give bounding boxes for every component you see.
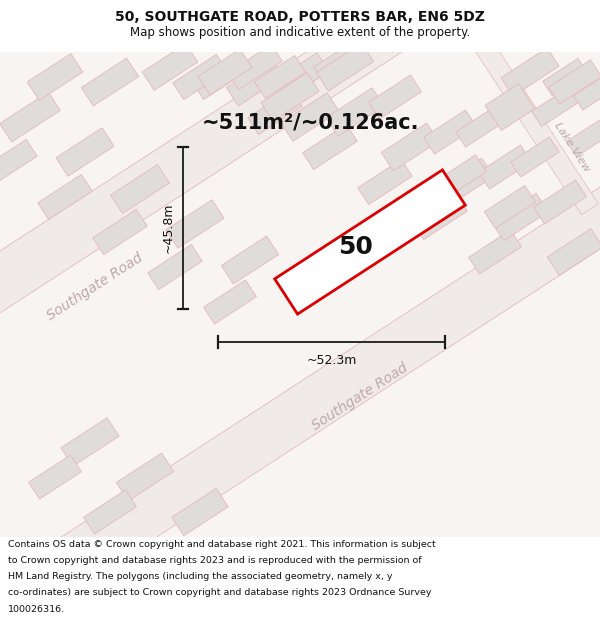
Polygon shape [566, 118, 600, 156]
Polygon shape [281, 92, 339, 141]
Text: Southgate Road: Southgate Road [310, 361, 410, 433]
Polygon shape [173, 54, 227, 99]
Text: Southgate Road: Southgate Road [44, 251, 145, 323]
Polygon shape [484, 186, 536, 229]
Polygon shape [228, 44, 282, 89]
Polygon shape [436, 158, 494, 206]
Polygon shape [61, 418, 119, 466]
Text: Lake View: Lake View [553, 121, 592, 174]
Polygon shape [547, 229, 600, 276]
Polygon shape [303, 124, 357, 169]
Polygon shape [424, 110, 476, 154]
Polygon shape [469, 230, 521, 274]
Polygon shape [148, 244, 202, 289]
Polygon shape [0, 92, 61, 142]
Polygon shape [221, 236, 278, 284]
Polygon shape [358, 159, 412, 204]
Polygon shape [368, 75, 421, 119]
Polygon shape [29, 455, 82, 499]
Polygon shape [116, 453, 173, 501]
Text: 50, SOUTHGATE ROAD, POTTERS BAR, EN6 5DZ: 50, SOUTHGATE ROAD, POTTERS BAR, EN6 5DZ [115, 11, 485, 24]
Polygon shape [166, 200, 224, 248]
Polygon shape [479, 145, 532, 189]
Polygon shape [27, 54, 83, 101]
Text: co-ordinates) are subject to Crown copyright and database rights 2023 Ordnance S: co-ordinates) are subject to Crown copyr… [8, 589, 431, 598]
Polygon shape [275, 170, 466, 314]
Polygon shape [314, 40, 367, 84]
Polygon shape [83, 490, 136, 534]
Polygon shape [38, 174, 92, 219]
Polygon shape [456, 107, 504, 147]
Polygon shape [434, 155, 487, 199]
Text: ~52.3m: ~52.3m [307, 354, 356, 367]
Polygon shape [271, 52, 329, 101]
Text: 100026316.: 100026316. [8, 605, 65, 614]
Polygon shape [193, 54, 247, 99]
Polygon shape [261, 72, 319, 121]
Polygon shape [93, 209, 147, 254]
Polygon shape [0, 120, 600, 625]
Polygon shape [0, 0, 491, 484]
Polygon shape [56, 127, 114, 176]
Polygon shape [533, 180, 586, 224]
Polygon shape [382, 123, 439, 171]
Polygon shape [485, 84, 535, 131]
Polygon shape [198, 49, 252, 95]
Polygon shape [548, 60, 600, 104]
Text: 50: 50 [338, 235, 373, 259]
Polygon shape [462, 19, 598, 215]
Polygon shape [248, 89, 302, 134]
Polygon shape [413, 194, 467, 239]
Polygon shape [532, 88, 578, 126]
Text: ~45.8m: ~45.8m [162, 202, 175, 253]
Polygon shape [501, 48, 559, 96]
Text: HM Land Registry. The polygons (including the associated geometry, namely x, y: HM Land Registry. The polygons (includin… [8, 572, 392, 581]
Text: Contains OS data © Crown copyright and database right 2021. This information is : Contains OS data © Crown copyright and d… [8, 539, 436, 549]
Polygon shape [203, 280, 256, 324]
Polygon shape [254, 56, 305, 99]
Polygon shape [316, 43, 374, 91]
Polygon shape [543, 58, 587, 96]
Polygon shape [511, 137, 559, 177]
Polygon shape [110, 164, 169, 214]
Text: to Crown copyright and database rights 2023 and is reproduced with the permissio: to Crown copyright and database rights 2… [8, 556, 421, 565]
Polygon shape [172, 488, 228, 536]
Polygon shape [82, 58, 139, 106]
Polygon shape [0, 139, 37, 184]
Polygon shape [492, 193, 548, 241]
Text: ~511m²/~0.126ac.: ~511m²/~0.126ac. [201, 112, 419, 132]
Polygon shape [226, 58, 284, 106]
Polygon shape [142, 44, 198, 91]
Text: Map shows position and indicative extent of the property.: Map shows position and indicative extent… [130, 26, 470, 39]
Polygon shape [574, 74, 600, 110]
Polygon shape [326, 88, 384, 136]
